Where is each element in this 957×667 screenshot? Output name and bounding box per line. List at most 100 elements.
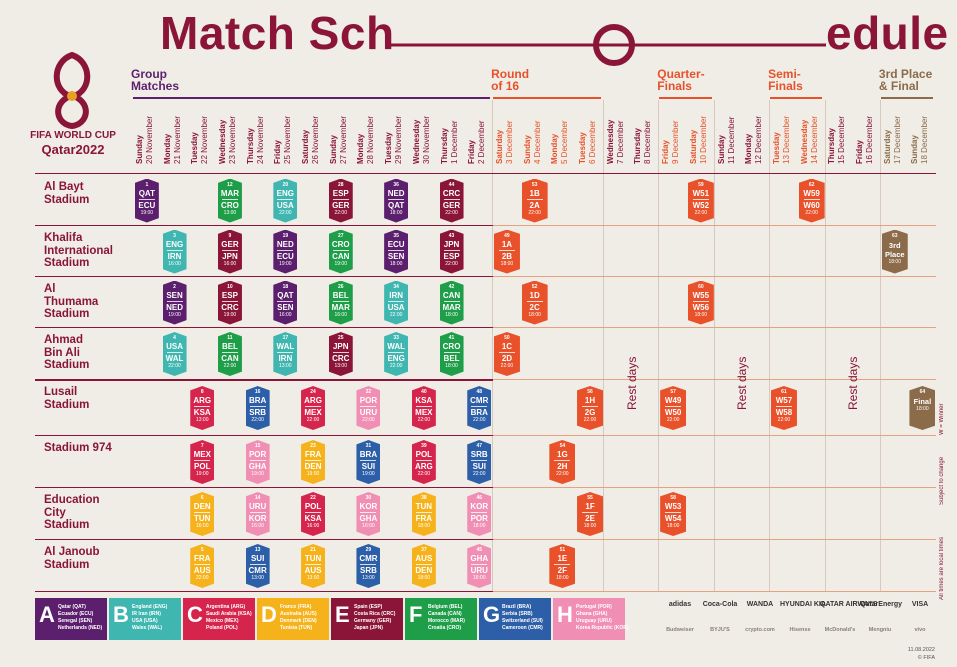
away-team: SRB — [249, 408, 267, 417]
away-team: POL — [194, 462, 211, 471]
away-team: 2B — [501, 251, 513, 261]
home-team: SEN — [166, 290, 183, 300]
match-number: 13 — [254, 547, 261, 553]
day-date: 21 November — [172, 115, 182, 164]
day-name: Tuesday — [384, 132, 394, 164]
match-badge: 20 ENG USA 22:00 — [273, 178, 298, 223]
day-header: Thursday 1 December — [440, 102, 464, 164]
kickoff-time: 16:00 — [279, 311, 292, 318]
title-part: edule — [826, 7, 949, 59]
match-badge: 63 3rd Place 18:00 — [881, 229, 908, 274]
home-team: NED — [387, 188, 405, 198]
sponsor-logo: crypto.com — [745, 627, 775, 633]
away-team: AUS — [304, 566, 322, 575]
team-name: Saudi Arabia (KSA) — [206, 611, 252, 617]
home-team: SUI — [250, 554, 265, 563]
stadium-name-line: Stadium 974 — [44, 442, 112, 454]
away-team: DEN — [304, 462, 322, 471]
sponsor-logo: Hisense — [789, 627, 811, 633]
team-name: Tunisia (TUN) — [280, 625, 313, 631]
match-badge: 47 SRB SUI 22:00 — [467, 440, 492, 484]
stage-header-line: Matches — [131, 79, 180, 93]
group-legend: C Argentina (ARG) Saudi Arabia (KSA) Mexico… — [183, 598, 255, 640]
home-team: ECU — [387, 239, 405, 249]
day-header: Saturday 26 November — [301, 102, 325, 164]
away-team: JPN — [222, 251, 238, 261]
away-team: CRO — [221, 200, 239, 210]
row-line — [493, 487, 937, 488]
row-line — [35, 327, 494, 328]
kickoff-time: 22:00 — [445, 260, 458, 267]
row-line — [35, 539, 494, 540]
team-name: Denmark (DEN) — [280, 618, 317, 624]
kickoff-time: 18:00 — [389, 260, 403, 267]
team-name: Cameroon (CMR) — [502, 625, 543, 631]
home-team: 1H — [584, 396, 596, 405]
day-name: Wednesday — [411, 119, 421, 164]
away-team: IRN — [278, 354, 293, 363]
day-date: 7 December — [615, 120, 625, 164]
day-date: 29 November — [394, 115, 404, 164]
row-line — [35, 173, 937, 174]
match-number: 15 — [254, 443, 261, 449]
row-line — [493, 327, 937, 328]
match-badge: 40 KSA MEX 22:00 — [411, 386, 436, 430]
match-number: 11 — [227, 335, 233, 341]
team-divider — [471, 512, 488, 513]
team-divider — [360, 460, 377, 461]
away-team: SUI — [361, 462, 376, 471]
kickoff-time: 22:00 — [472, 471, 486, 477]
day-name: Friday — [855, 139, 865, 164]
match-badge: 23 FRA DEN 19:00 — [301, 440, 326, 484]
match-number: 30 — [365, 495, 372, 501]
match-number: 40 — [421, 389, 427, 395]
home-team: MAR — [220, 188, 240, 198]
away-team: URU — [470, 566, 488, 575]
match-number: 50 — [504, 335, 510, 341]
match-number: 29 — [365, 547, 372, 553]
away-team: CAN — [332, 251, 350, 261]
day-date: 15 December — [837, 115, 847, 164]
team-divider — [775, 406, 792, 407]
away-team: IRN — [167, 251, 182, 261]
match-badge: 57 W49 W50 22:00 — [660, 386, 687, 430]
match-number: 33 — [393, 335, 399, 341]
team-divider — [277, 198, 294, 200]
match-badge: 13 SUI CMR 13:00 — [245, 544, 270, 588]
day-header: Tuesday 13 December — [772, 102, 796, 164]
team-divider — [277, 249, 294, 251]
match-badge: 22 POL KSA 16:00 — [301, 492, 326, 536]
match-badge: 45 GHA URU 18:00 — [467, 544, 492, 588]
stage-header: Quarter- Finals — [657, 68, 747, 92]
team-divider — [166, 352, 183, 353]
kickoff-time: 22:00 — [417, 417, 431, 423]
group-teams: Argentina (ARG) Saudi Arabia (KSA) Mexico … — [206, 604, 252, 632]
match-badge: 49 1A 2B 18:00 — [493, 229, 520, 274]
stage-rule — [133, 97, 491, 99]
day-name: Wednesday — [217, 119, 227, 164]
team-divider — [498, 249, 515, 251]
match-badge: 62 W59 W60 22:00 — [798, 178, 825, 223]
team-name: Serbia (SRB) — [502, 611, 533, 617]
match-badge: 26 BEL MAR 16:00 — [328, 280, 353, 325]
away-team: CAN — [221, 354, 239, 363]
day-name: Sunday — [328, 135, 338, 164]
group-letter: H — [557, 602, 573, 627]
day-name: Friday — [467, 139, 477, 164]
team-divider — [360, 564, 377, 565]
kickoff-time: 18:00 — [888, 258, 901, 265]
team-name: Senegal (SEN) — [58, 618, 93, 624]
away-team: W56 — [692, 302, 710, 312]
row-line — [493, 435, 937, 436]
footer-copyright: © FIFA — [917, 655, 935, 661]
day-header: Friday 2 December — [467, 102, 491, 164]
away-team: 2G — [584, 408, 596, 417]
match-badge: 64 Final 18:00 — [909, 386, 936, 430]
team-divider — [554, 564, 571, 565]
team-divider — [388, 198, 405, 200]
stage-header-line: 3rd Place — [878, 67, 933, 81]
row-line — [35, 435, 494, 436]
home-team: ESP — [332, 188, 349, 198]
match-number: 37 — [421, 547, 427, 553]
away-team: USA — [276, 200, 294, 210]
